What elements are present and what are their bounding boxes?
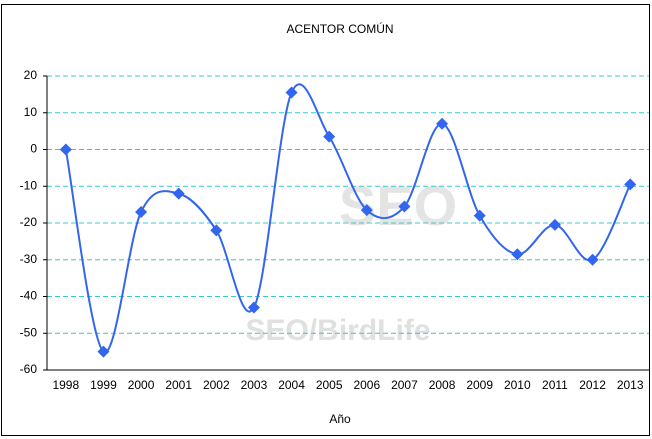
x-tick-label: 2012 bbox=[579, 378, 606, 392]
x-tick-label: 2004 bbox=[278, 378, 305, 392]
y-tick-label: -50 bbox=[20, 325, 38, 339]
marker bbox=[398, 200, 411, 213]
marker bbox=[624, 178, 637, 191]
y-tick-label: 0 bbox=[30, 142, 37, 156]
watermark: SEO bbox=[339, 174, 457, 237]
y-tick-label: 10 bbox=[24, 105, 38, 119]
x-tick-label: 1999 bbox=[90, 378, 117, 392]
marker bbox=[172, 187, 185, 200]
x-tick-label: 2013 bbox=[617, 378, 644, 392]
marker bbox=[586, 253, 599, 266]
x-tick-label: 2009 bbox=[466, 378, 493, 392]
y-tick-label: 20 bbox=[24, 68, 38, 82]
y-tick-label: -20 bbox=[20, 215, 38, 229]
x-axis-title: Año bbox=[329, 412, 351, 426]
y-tick-label: -40 bbox=[20, 289, 38, 303]
x-tick-label: 2006 bbox=[353, 378, 380, 392]
x-tick-label: 2007 bbox=[391, 378, 418, 392]
x-tick-label: 2011 bbox=[542, 378, 568, 392]
marker bbox=[360, 204, 373, 217]
chart-title: ACENTOR COMÚN bbox=[286, 21, 393, 36]
marker bbox=[97, 345, 110, 358]
marker bbox=[59, 143, 72, 156]
x-tick-label: 2008 bbox=[429, 378, 456, 392]
marker bbox=[247, 301, 260, 314]
x-tick-label: 2005 bbox=[316, 378, 343, 392]
x-tick-label: 2000 bbox=[128, 378, 155, 392]
marker bbox=[323, 130, 336, 143]
marker bbox=[548, 218, 561, 231]
marker bbox=[511, 248, 524, 261]
marker bbox=[210, 224, 223, 237]
x-tick-label: 2003 bbox=[241, 378, 268, 392]
marker bbox=[473, 209, 486, 222]
y-tick-label: -10 bbox=[20, 178, 38, 192]
x-tick-label: 2002 bbox=[203, 378, 230, 392]
marker bbox=[436, 117, 449, 130]
y-tick-label: -30 bbox=[20, 252, 38, 266]
chart-frame bbox=[1, 4, 650, 436]
y-tick-label: -60 bbox=[20, 362, 38, 376]
x-tick-label: 2001 bbox=[165, 378, 192, 392]
watermark: SEO/BirdLife bbox=[245, 314, 430, 347]
marker bbox=[135, 205, 148, 218]
x-tick-label: 1998 bbox=[52, 378, 79, 392]
x-tick-label: 2010 bbox=[504, 378, 531, 392]
marker bbox=[285, 86, 298, 99]
